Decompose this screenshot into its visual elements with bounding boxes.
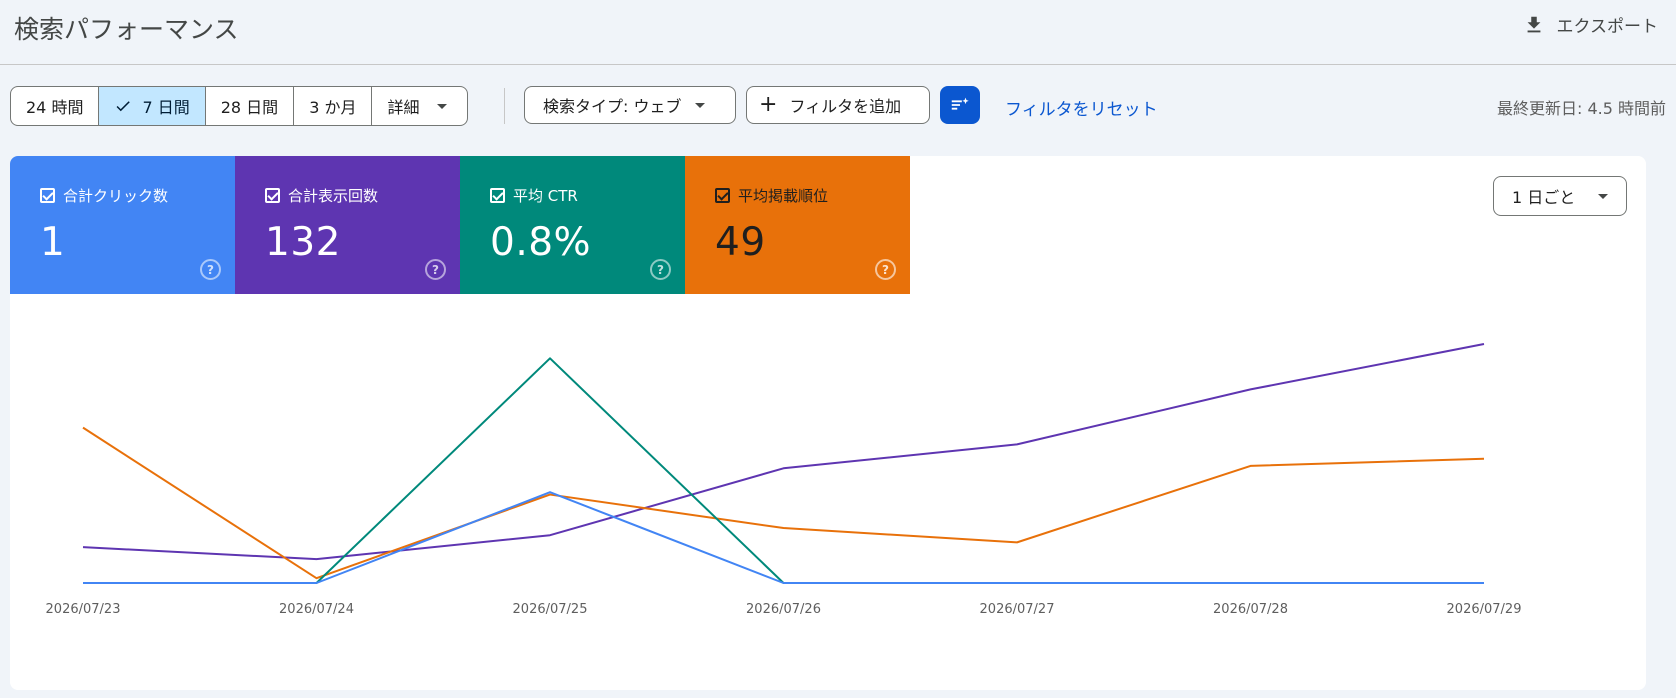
export-label: エクスポート xyxy=(1556,17,1659,37)
metric-average-ctr[interactable]: 平均 CTR 0.8% ? xyxy=(460,156,685,294)
x-tick-label: 2026/07/24 xyxy=(279,602,354,617)
range-custom-label: 詳細 xyxy=(387,98,420,117)
plus-icon: + xyxy=(759,92,778,117)
x-tick-label: 2026/07/28 xyxy=(1213,602,1288,617)
checkbox-checked-icon[interactable] xyxy=(40,188,55,203)
range-24h-label: 24 時間 xyxy=(26,98,84,117)
metric-total-clicks[interactable]: 合計クリック数 1 ? xyxy=(10,156,235,294)
metric-average-position[interactable]: 平均掲載順位 49 ? xyxy=(685,156,910,294)
sparkle-filter-icon xyxy=(951,97,969,110)
metric-value: 0.8% xyxy=(490,220,592,265)
metric-label: 合計表示回数 xyxy=(288,187,379,205)
series-line-0 xyxy=(82,343,1485,561)
page-title: 検索パフォーマンス xyxy=(14,15,239,44)
range-28d-label: 28 日間 xyxy=(220,98,279,117)
add-filter-label: フィルタを追加 xyxy=(789,97,902,116)
page-header: 検索パフォーマンス エクスポート xyxy=(0,0,1676,65)
metric-tiles: 合計クリック数 1 ? 合計表示回数 132 ? 平均 CTR 0.8% ? 平… xyxy=(10,156,910,294)
search-type-label: 検索タイプ: ウェブ xyxy=(543,97,682,116)
range-3m-label: 3 か月 xyxy=(309,98,357,117)
help-icon[interactable]: ? xyxy=(650,259,671,280)
chevron-down-icon xyxy=(437,103,448,109)
help-icon[interactable]: ? xyxy=(425,259,446,280)
last-updated-text: 最終更新日: 4.5 時間前 xyxy=(1496,99,1666,118)
series-line-2 xyxy=(83,357,1484,584)
series-line-3 xyxy=(83,491,1484,584)
date-range-selector: 24 時間 7 日間 28 日間 3 か月 詳細 xyxy=(10,86,469,126)
x-tick-label: 2026/07/27 xyxy=(980,602,1055,617)
metric-total-impressions[interactable]: 合計表示回数 132 ? xyxy=(235,156,460,294)
series-line-1 xyxy=(82,426,1485,580)
metric-label: 平均掲載順位 xyxy=(738,187,829,205)
x-tick-label: 2026/07/25 xyxy=(513,602,588,617)
ai-filter-button[interactable] xyxy=(940,86,980,124)
range-7d-label: 7 日間 xyxy=(142,98,190,117)
checkbox-checked-icon[interactable] xyxy=(265,188,280,203)
metric-value: 132 xyxy=(265,220,341,265)
x-tick-label: 2026/07/29 xyxy=(1447,602,1522,617)
search-type-dropdown[interactable]: 検索タイプ: ウェブ xyxy=(524,86,736,124)
performance-chart: 2026/07/23 2026/07/24 2026/07/25 2026/07/26… xyxy=(46,343,1522,617)
metric-value: 1 xyxy=(40,220,66,265)
download-icon xyxy=(1527,16,1540,32)
metric-label: 合計クリック数 xyxy=(63,187,169,205)
performance-card: 2026/07/23 2026/07/24 2026/07/25 2026/07/26… xyxy=(10,156,1646,690)
range-28d-button[interactable]: 28 日間 xyxy=(206,87,295,125)
help-icon[interactable]: ? xyxy=(200,259,221,280)
export-button[interactable]: エクスポート xyxy=(1523,12,1659,37)
range-24h-button[interactable]: 24 時間 xyxy=(11,87,100,125)
checkbox-checked-icon[interactable] xyxy=(715,188,730,203)
range-7d-button[interactable]: 7 日間 xyxy=(99,87,206,125)
checkbox-checked-icon[interactable] xyxy=(490,188,505,203)
check-icon xyxy=(117,101,131,112)
range-custom-dropdown[interactable]: 詳細 xyxy=(372,87,467,125)
granularity-dropdown[interactable]: 1 日ごと xyxy=(1493,176,1627,216)
granularity-label: 1 日ごと xyxy=(1512,188,1576,207)
reset-filter-link[interactable]: フィルタをリセット xyxy=(1005,100,1158,120)
chevron-down-icon xyxy=(1598,193,1608,199)
metric-value: 49 xyxy=(715,220,766,265)
help-icon[interactable]: ? xyxy=(875,259,896,280)
toolbar-divider xyxy=(504,88,505,124)
x-tick-label: 2026/07/26 xyxy=(746,602,821,617)
metric-label: 平均 CTR xyxy=(513,187,578,205)
filter-toolbar: 24 時間 7 日間 28 日間 3 か月 詳細 検索タイプ: ウェブ + フィ… xyxy=(0,86,1676,126)
add-filter-button[interactable]: + フィルタを追加 xyxy=(746,86,930,124)
x-tick-label: 2026/07/23 xyxy=(46,602,121,617)
chevron-down-icon xyxy=(695,102,706,108)
range-3m-button[interactable]: 3 か月 xyxy=(294,87,373,125)
